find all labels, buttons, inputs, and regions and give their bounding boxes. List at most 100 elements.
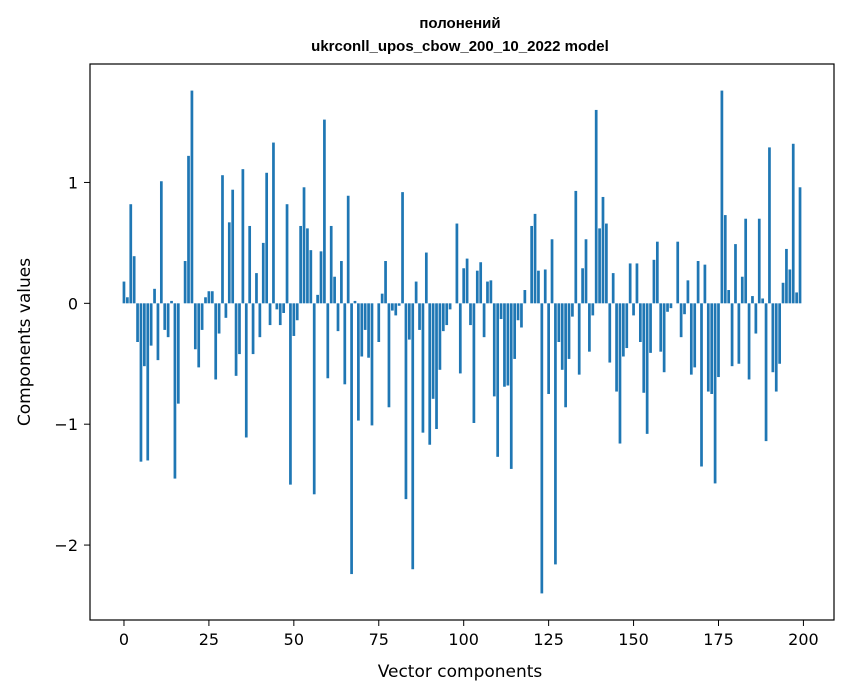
bar <box>326 303 330 379</box>
bar <box>791 143 795 304</box>
bar <box>360 303 364 357</box>
bar <box>530 225 534 304</box>
bar <box>333 276 336 304</box>
bar <box>227 222 231 304</box>
bar <box>156 303 160 361</box>
bar <box>601 196 605 304</box>
bar <box>214 303 218 380</box>
bar <box>278 303 282 326</box>
bar <box>781 282 785 304</box>
bar <box>244 303 248 438</box>
bar <box>421 303 425 433</box>
bar <box>482 303 486 338</box>
bar <box>455 223 459 304</box>
bar <box>251 303 255 355</box>
bar <box>584 239 588 304</box>
bar <box>448 303 452 310</box>
bar <box>577 303 581 375</box>
bar <box>224 303 228 318</box>
bar <box>261 242 265 304</box>
bar <box>231 189 235 304</box>
bar <box>679 303 683 338</box>
x-tick-label: 100 <box>448 630 479 649</box>
bar <box>462 268 466 304</box>
bar <box>689 303 693 375</box>
bar <box>414 281 418 304</box>
x-tick-label: 150 <box>618 630 649 649</box>
bar <box>380 293 384 304</box>
bar <box>574 190 578 304</box>
bar <box>591 303 595 316</box>
bar <box>170 300 173 304</box>
bar <box>285 204 289 304</box>
bar <box>312 303 316 495</box>
bar <box>523 290 527 304</box>
bar <box>567 303 571 359</box>
bar <box>703 264 707 304</box>
bar <box>499 303 503 320</box>
bar <box>132 256 136 304</box>
bar <box>662 303 666 373</box>
bar <box>588 303 591 352</box>
bar <box>441 303 445 332</box>
x-tick-label: 0 <box>119 630 129 649</box>
x-axis-label: Vector components <box>378 662 543 682</box>
x-tick-label: 50 <box>284 630 304 649</box>
bar <box>785 248 788 304</box>
bar <box>571 303 574 317</box>
bar <box>547 303 550 394</box>
bar <box>645 303 649 434</box>
bar <box>479 262 483 304</box>
bar <box>357 303 360 421</box>
bar <box>387 303 391 408</box>
bar <box>435 303 438 430</box>
y-axis-label: Components values <box>15 258 35 426</box>
bar <box>744 218 748 304</box>
bar <box>557 303 561 342</box>
bar <box>234 303 238 376</box>
bar <box>275 303 279 310</box>
bar <box>302 187 306 304</box>
bar <box>649 303 652 353</box>
bar <box>146 303 150 461</box>
bar <box>207 291 211 304</box>
bar <box>516 303 520 321</box>
bar <box>751 296 754 304</box>
bar <box>696 261 700 304</box>
bar <box>384 261 387 304</box>
bar <box>506 303 510 386</box>
bar <box>153 288 156 304</box>
y-axis-ticks: −2 −1 0 1 <box>54 173 90 555</box>
bar <box>370 303 374 426</box>
bar <box>605 223 608 304</box>
bar <box>520 303 523 328</box>
bar <box>248 225 252 304</box>
chart-title-line-2: ukrconll_upos_cbow_200_10_2022 model <box>311 38 609 55</box>
bar <box>537 270 540 304</box>
bar <box>193 303 197 350</box>
y-tick-label: −2 <box>54 536 78 555</box>
bar <box>659 303 663 352</box>
bar <box>404 303 408 500</box>
bar <box>632 303 635 316</box>
bar <box>210 291 214 304</box>
bar <box>163 303 167 330</box>
bar <box>438 303 442 370</box>
bar <box>397 303 401 306</box>
bar <box>418 303 421 330</box>
bar <box>625 303 629 349</box>
bar <box>465 258 469 304</box>
bar <box>554 303 557 565</box>
bar <box>136 303 139 342</box>
bar <box>638 303 642 342</box>
bar <box>272 142 275 304</box>
bar <box>778 303 782 364</box>
bar <box>734 244 737 304</box>
bar <box>730 303 734 367</box>
y-tick-label: 0 <box>68 294 78 313</box>
bar <box>336 303 340 332</box>
x-tick-label: 125 <box>533 630 564 649</box>
bar <box>255 273 258 304</box>
bar <box>149 303 153 346</box>
bar <box>764 303 768 442</box>
